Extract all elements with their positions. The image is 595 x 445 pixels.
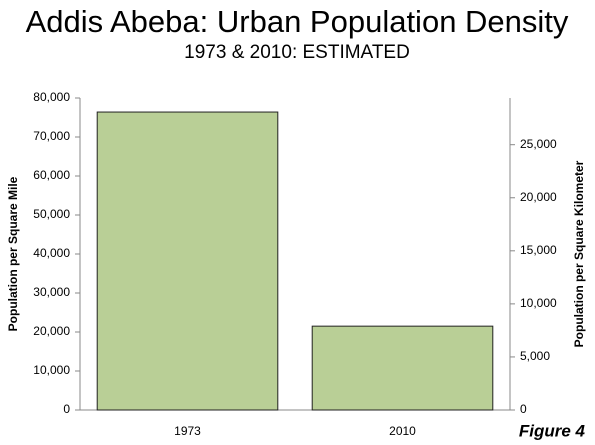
y2-axis-title: Population per Square Kilometer (572, 160, 586, 347)
y-tick-label: 50,000 (33, 207, 70, 221)
y2-tick-label: 5,000 (520, 349, 550, 363)
y2-tick-label: 20,000 (520, 190, 557, 204)
chart-subtitle: 1973 & 2010: ESTIMATED (184, 42, 410, 63)
y2-tick-label: 25,000 (520, 137, 557, 151)
y-tick-label: 60,000 (33, 168, 70, 182)
chart-title: Addis Abeba: Urban Population Density (26, 4, 569, 39)
x-tick-label: 2010 (389, 424, 416, 438)
y-tick-label: 70,000 (33, 129, 70, 143)
y-tick-label: 10,000 (33, 363, 70, 377)
y2-tick-label: 0 (520, 402, 527, 416)
y-tick-label: 30,000 (33, 285, 70, 299)
y-axis-title: Population per Square Mile (6, 176, 20, 331)
y-tick-label: 0 (63, 402, 70, 416)
y2-tick-label: 15,000 (520, 243, 557, 257)
figure-label: Figure 4 (519, 421, 586, 440)
y-tick-label: 20,000 (33, 324, 70, 338)
y-tick-label: 40,000 (33, 246, 70, 260)
y-tick-label: 80,000 (33, 90, 70, 104)
x-tick-label: 1973 (174, 424, 201, 438)
bar (96, 111, 279, 411)
bar (311, 325, 494, 411)
y2-tick-label: 10,000 (520, 296, 557, 310)
